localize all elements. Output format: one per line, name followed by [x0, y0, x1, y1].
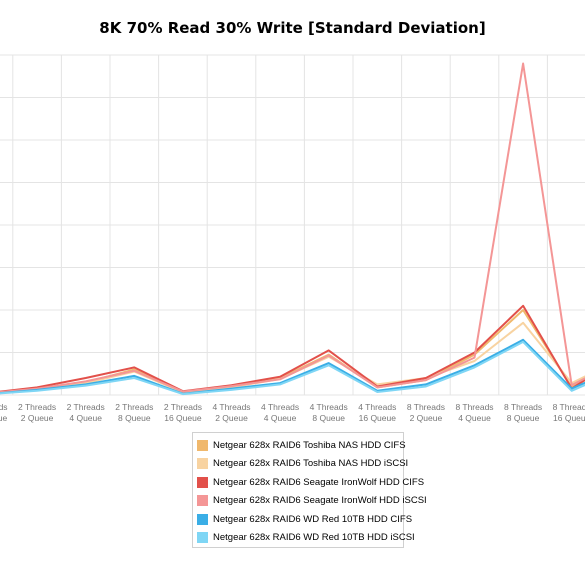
legend-swatch	[197, 439, 208, 451]
x-tick-label: 8 Threads 8 Queue	[504, 402, 542, 423]
x-tick-label: 4 Threads 4 Queue	[261, 402, 299, 423]
x-tick-label: 2 Threads 4 Queue	[67, 402, 105, 423]
legend-swatch	[197, 532, 208, 544]
series-line-2	[0, 321, 585, 394]
legend-item: Netgear 628x RAID6 WD Red 10TB HDD CIFS	[197, 510, 412, 529]
legend-label: Netgear 628x RAID6 Seagate IronWolf HDD …	[213, 476, 425, 488]
legend-label: Netgear 628x RAID6 WD Red 10TB HDD iSCSI	[213, 532, 415, 544]
legend-swatch	[197, 476, 208, 488]
series-line-4	[0, 62, 585, 394]
x-tick-label: 2 Threads 8 Queue	[115, 402, 153, 423]
legend-swatch	[197, 458, 208, 470]
series-line-3	[0, 304, 585, 393]
legend-label: Netgear 628x RAID6 Toshiba NAS HDD iSCSI	[213, 458, 409, 470]
legend-item: Netgear 628x RAID6 Seagate IronWolf HDD …	[197, 492, 427, 511]
x-tick-label: 4 Threads 8 Queue	[310, 402, 348, 423]
legend-swatch	[197, 513, 208, 525]
legend-label: Netgear 628x RAID6 WD Red 10TB HDD CIFS	[213, 513, 413, 525]
series-line-6	[0, 340, 585, 396]
legend-item: Netgear 628x RAID6 Toshiba NAS HDD CIFS	[197, 436, 406, 455]
grid	[0, 54, 585, 396]
legend-label: Netgear 628x RAID6 Toshiba NAS HDD CIFS	[213, 439, 406, 451]
series-lines	[0, 62, 585, 396]
x-tick-label: 4 Threads 16 Queue	[358, 402, 396, 423]
x-tick-label: 2 Threads 16 Queue	[164, 402, 202, 423]
legend: Netgear 628x RAID6 Toshiba NAS HDD CIFS N…	[192, 432, 427, 548]
x-tick-label: 8 Threads 4 Queue	[455, 402, 493, 423]
legend-item: Netgear 628x RAID6 WD Red 10TB HDD iSCSI	[197, 529, 415, 548]
chart-title: 8K 70% Read 30% Write [Standard Deviatio…	[99, 19, 486, 37]
x-tick-label: 8 Threads 2 Queue	[407, 402, 445, 423]
legend-item: Netgear 628x RAID6 Toshiba NAS HDD iSCSI	[197, 455, 408, 474]
series-line-5	[0, 338, 585, 395]
x-tick-label: 2 Threads 2 Queue	[18, 402, 56, 423]
legend-label: Netgear 628x RAID6 Seagate IronWolf HDD …	[213, 495, 427, 507]
legend-swatch	[197, 495, 208, 507]
legend-item: Netgear 628x RAID6 Seagate IronWolf HDD …	[197, 473, 424, 492]
x-tick-label: 4 Threads 2 Queue	[212, 402, 250, 423]
